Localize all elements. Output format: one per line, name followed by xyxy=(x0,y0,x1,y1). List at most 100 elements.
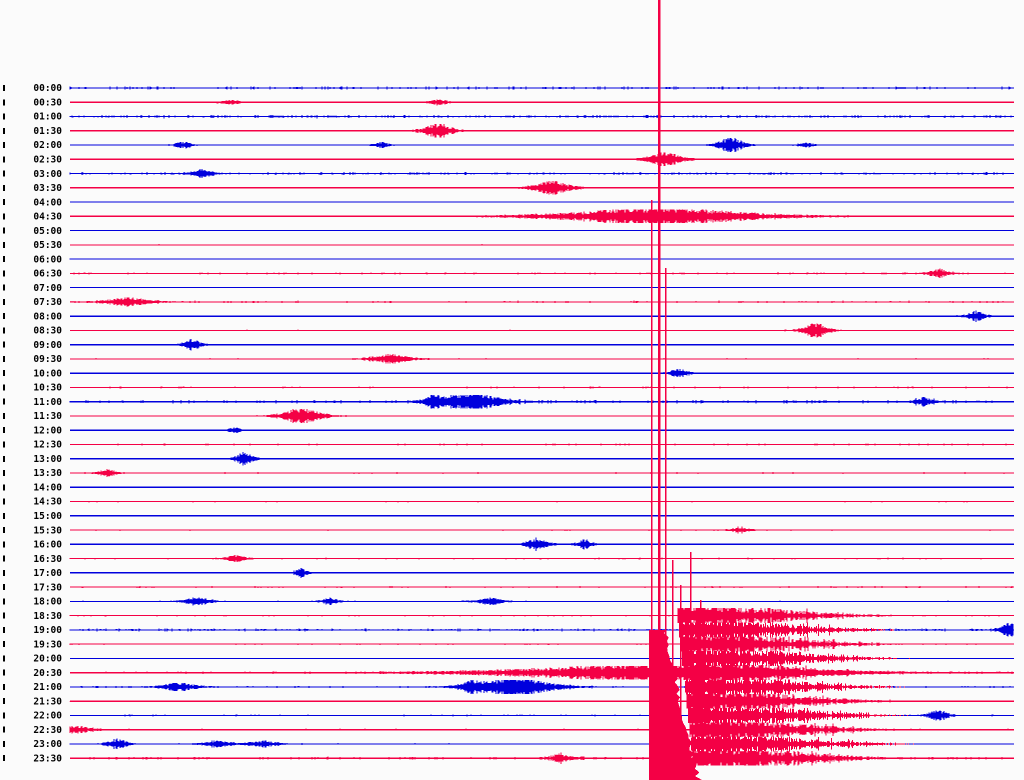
axis-tick xyxy=(3,270,6,277)
axis-tick xyxy=(3,170,6,177)
time-axis-label: 14:00 xyxy=(33,482,62,493)
time-axis-label: 20:00 xyxy=(33,654,62,665)
time-axis-label: 09:00 xyxy=(33,340,62,351)
time-axis-label: 11:00 xyxy=(33,397,62,408)
axis-tick xyxy=(3,527,6,534)
trace-row xyxy=(70,443,1014,446)
axis-tick xyxy=(3,184,6,191)
time-axis-label: 04:30 xyxy=(33,212,62,223)
axis-tick xyxy=(3,412,6,419)
trace-row xyxy=(70,287,1014,289)
time-axis-label: 21:30 xyxy=(33,696,62,707)
time-axis-label: 14:30 xyxy=(33,497,62,508)
time-axis-label: 00:30 xyxy=(33,97,62,108)
trace-row xyxy=(70,310,1014,322)
time-axis-label: 11:30 xyxy=(33,411,62,422)
time-axis-label: 18:30 xyxy=(33,611,62,622)
axis-tick xyxy=(3,99,6,106)
time-axis-label: 16:30 xyxy=(33,554,62,565)
time-axis-label: 05:00 xyxy=(33,226,62,237)
trace-row xyxy=(70,323,1014,338)
time-axis-label: 22:30 xyxy=(33,725,62,736)
axis-tick xyxy=(3,512,6,519)
axis-tick xyxy=(3,341,6,348)
time-axis-label: 06:00 xyxy=(33,254,62,265)
trace-row xyxy=(70,152,1014,167)
trace-row xyxy=(70,386,1014,389)
trace-row xyxy=(70,597,1014,606)
axis-tick xyxy=(3,241,6,248)
time-axis-label: 15:30 xyxy=(33,525,62,536)
axis-tick xyxy=(3,470,6,477)
trace-row xyxy=(70,567,1014,578)
axis-tick xyxy=(3,726,6,733)
trace-row xyxy=(70,486,1014,488)
trace-row xyxy=(70,452,1014,466)
time-axis-label: 07:00 xyxy=(33,283,62,294)
axis-tick xyxy=(3,142,6,149)
time-axis-label: 10:30 xyxy=(33,383,62,394)
axis-tick xyxy=(3,655,6,662)
trace-row xyxy=(69,86,1014,90)
time-axis-label: 04:00 xyxy=(33,197,62,208)
time-axis-label: 17:00 xyxy=(33,568,62,579)
time-axis-label: 18:00 xyxy=(33,597,62,608)
axis-tick xyxy=(3,541,6,548)
trace-row xyxy=(69,394,1014,409)
axis-tick xyxy=(3,313,6,320)
axis-tick xyxy=(3,213,6,220)
trace-row xyxy=(69,168,1014,179)
axis-tick xyxy=(3,626,6,633)
trace-row xyxy=(70,181,1014,195)
time-axis-label: 01:30 xyxy=(33,126,62,137)
trace-row xyxy=(70,230,1014,232)
axis-tick xyxy=(3,755,6,762)
trace-row xyxy=(70,500,1014,503)
axis-tick xyxy=(3,284,6,291)
time-axis-label: 12:30 xyxy=(33,440,62,451)
time-axis-label: 13:30 xyxy=(33,468,62,479)
trace-row xyxy=(70,99,1014,106)
trace-row xyxy=(70,339,1014,351)
time-axis-label: 01:00 xyxy=(33,112,62,123)
trace-row xyxy=(70,515,1014,517)
axis-tick xyxy=(3,398,6,405)
time-axis-label: 23:30 xyxy=(33,753,62,764)
trace-row xyxy=(69,258,1014,260)
major-event-trace xyxy=(649,0,918,780)
axis-tick xyxy=(3,712,6,719)
axis-tick xyxy=(3,355,6,362)
axis-tick xyxy=(3,256,6,263)
time-axis-label: 19:30 xyxy=(33,639,62,650)
axis-tick xyxy=(3,327,6,334)
time-axis-label: 15:00 xyxy=(33,511,62,522)
axis-tick xyxy=(3,199,6,206)
trace-row xyxy=(70,209,1014,224)
trace-row xyxy=(70,586,1014,589)
trace-row xyxy=(70,526,1014,534)
time-axis-label: 16:00 xyxy=(33,540,62,551)
axis-tick xyxy=(3,598,6,605)
time-axis-label: 13:00 xyxy=(33,454,62,465)
axis-tick xyxy=(3,740,6,747)
axis-tick xyxy=(3,227,6,234)
axis-tick xyxy=(3,156,6,163)
axis-tick xyxy=(3,498,6,505)
axis-tick xyxy=(3,484,6,491)
time-axis-label: 10:00 xyxy=(33,368,62,379)
axis-tick xyxy=(3,698,6,705)
time-axis-label: 03:00 xyxy=(33,169,62,180)
trace-row xyxy=(70,354,1014,364)
axis-tick xyxy=(3,584,6,591)
time-axis-label: 20:30 xyxy=(33,668,62,679)
time-axis-label: 21:00 xyxy=(33,682,62,693)
time-axis-label: 08:00 xyxy=(33,311,62,322)
axis-tick xyxy=(3,85,6,91)
time-axis-label: 19:00 xyxy=(33,625,62,636)
time-axis-label: 02:00 xyxy=(33,140,62,151)
trace-row xyxy=(70,201,1014,203)
trace-row xyxy=(70,138,1014,152)
time-axis-label: 23:00 xyxy=(33,739,62,750)
